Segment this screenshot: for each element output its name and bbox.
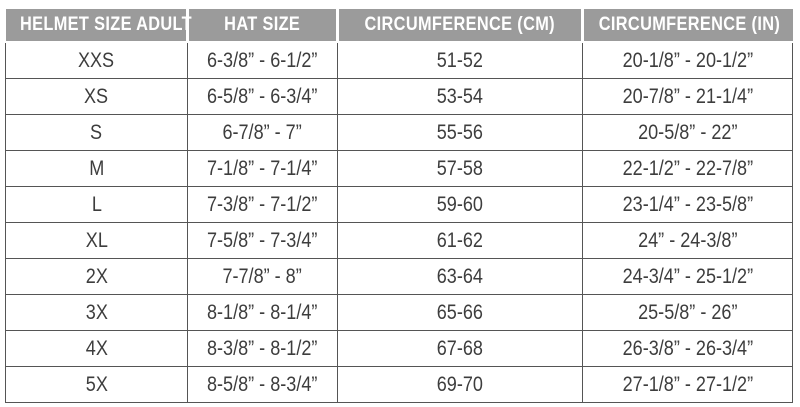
cell-circumference-in: 25-5/8” - 26”: [582, 294, 793, 331]
helmet-size-table: HELMET SIZE ADULT HAT SIZE CIRCUMFERENCE…: [5, 9, 793, 403]
cell-circumference-cm: 59-60: [337, 186, 583, 223]
cell-hat-size: 6-3/8” - 6-1/2”: [187, 41, 338, 79]
cell-size: M: [5, 150, 188, 187]
column-header-helmet-size-adult: HELMET SIZE ADULT: [5, 9, 192, 43]
column-header-label: CIRCUMFERENCE (IN): [598, 14, 781, 35]
cell-size: 2X: [5, 258, 188, 295]
cell-circumference-in: 20-1/8” - 20-1/2”: [582, 41, 793, 79]
cell-circumference-cm: 67-68: [337, 330, 583, 367]
cell-circumference-in: 22-1/2” - 22-7/8”: [582, 150, 793, 187]
cell-hat-size: 7-1/8” - 7-1/4”: [187, 150, 338, 187]
table-row-4x: 4X 8-3/8” - 8-1/2” 67-68 26-3/8” - 26-3/…: [5, 330, 793, 367]
cell-hat-size: 8-3/8” - 8-1/2”: [187, 330, 338, 367]
cell-size: XL: [5, 222, 188, 259]
table-row-s: S 6-7/8” - 7” 55-56 20-5/8” - 22”: [5, 114, 793, 151]
cell-hat-size: 6-7/8” - 7”: [187, 114, 338, 151]
cell-hat-size: 8-5/8” - 8-3/4”: [187, 366, 338, 403]
cell-circumference-cm: 55-56: [337, 114, 583, 151]
cell-hat-size: 7-7/8” - 8”: [187, 258, 338, 295]
cell-circumference-cm: 51-52: [337, 41, 583, 79]
cell-size: L: [5, 186, 188, 223]
cell-circumference-in: 23-1/4” - 23-5/8”: [582, 186, 793, 223]
column-header-label: HELMET SIZE ADULT: [19, 14, 192, 35]
cell-size: S: [5, 114, 188, 151]
cell-circumference-cm: 65-66: [337, 294, 583, 331]
cell-circumference-cm: 53-54: [337, 78, 583, 115]
cell-circumference-in: 24-3/4” - 25-1/2”: [582, 258, 793, 295]
table-row-xl: XL 7-5/8” - 7-3/4” 61-62 24” - 24-3/8”: [5, 222, 793, 259]
column-header-circumference-cm: CIRCUMFERENCE (CM): [336, 9, 583, 43]
cell-size: 4X: [5, 330, 188, 367]
table-row-3x: 3X 8-1/8” - 8-1/4” 65-66 25-5/8” - 26”: [5, 294, 793, 331]
column-header-label: HAT SIZE: [224, 14, 301, 35]
table-row-5x: 5X 8-5/8” - 8-3/4” 69-70 27-1/8” - 27-1/…: [5, 366, 793, 403]
cell-circumference-cm: 63-64: [337, 258, 583, 295]
cell-circumference-cm: 57-58: [337, 150, 583, 187]
column-header-circumference-in: CIRCUMFERENCE (IN): [581, 9, 793, 43]
table-row-2x: 2X 7-7/8” - 8” 63-64 24-3/4” - 25-1/2”: [5, 258, 793, 295]
header-row: HELMET SIZE ADULT HAT SIZE CIRCUMFERENCE…: [5, 9, 793, 43]
cell-size: XS: [5, 78, 188, 115]
cell-hat-size: 7-5/8” - 7-3/4”: [187, 222, 338, 259]
cell-circumference-in: 27-1/8” - 27-1/2”: [582, 366, 793, 403]
cell-size: XXS: [5, 41, 188, 79]
table-row-m: M 7-1/8” - 7-1/4” 57-58 22-1/2” - 22-7/8…: [5, 150, 793, 187]
cell-size: 5X: [5, 366, 188, 403]
cell-circumference-cm: 69-70: [337, 366, 583, 403]
table-row-xs: XS 6-5/8” - 6-3/4” 53-54 20-7/8” - 21-1/…: [5, 78, 793, 115]
cell-hat-size: 6-5/8” - 6-3/4”: [187, 78, 338, 115]
cell-circumference-in: 20-5/8” - 22”: [582, 114, 793, 151]
cell-hat-size: 8-1/8” - 8-1/4”: [187, 294, 338, 331]
table-row-xxs: XXS 6-3/8” - 6-1/2” 51-52 20-1/8” - 20-1…: [5, 41, 793, 79]
cell-circumference-in: 20-7/8” - 21-1/4”: [582, 78, 793, 115]
column-header-hat-size: HAT SIZE: [186, 9, 338, 43]
cell-size: 3X: [5, 294, 188, 331]
table-row-l: L 7-3/8” - 7-1/2” 59-60 23-1/4” - 23-5/8…: [5, 186, 793, 223]
cell-circumference-cm: 61-62: [337, 222, 583, 259]
cell-circumference-in: 26-3/8” - 26-3/4”: [582, 330, 793, 367]
cell-hat-size: 7-3/8” - 7-1/2”: [187, 186, 338, 223]
cell-circumference-in: 24” - 24-3/8”: [582, 222, 793, 259]
column-header-label: CIRCUMFERENCE (CM): [364, 14, 556, 35]
